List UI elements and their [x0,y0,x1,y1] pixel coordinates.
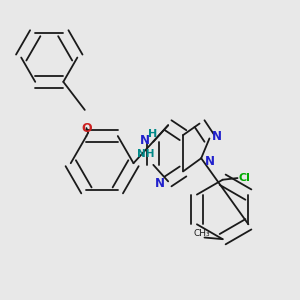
Text: N: N [204,155,214,168]
Text: N: N [155,176,165,190]
Text: H: H [148,129,157,139]
Text: CH₃: CH₃ [194,229,210,238]
Text: NH: NH [137,149,155,159]
Text: N: N [212,130,222,143]
Text: O: O [81,122,92,135]
Text: Cl: Cl [238,173,250,183]
Text: N: N [140,134,150,147]
